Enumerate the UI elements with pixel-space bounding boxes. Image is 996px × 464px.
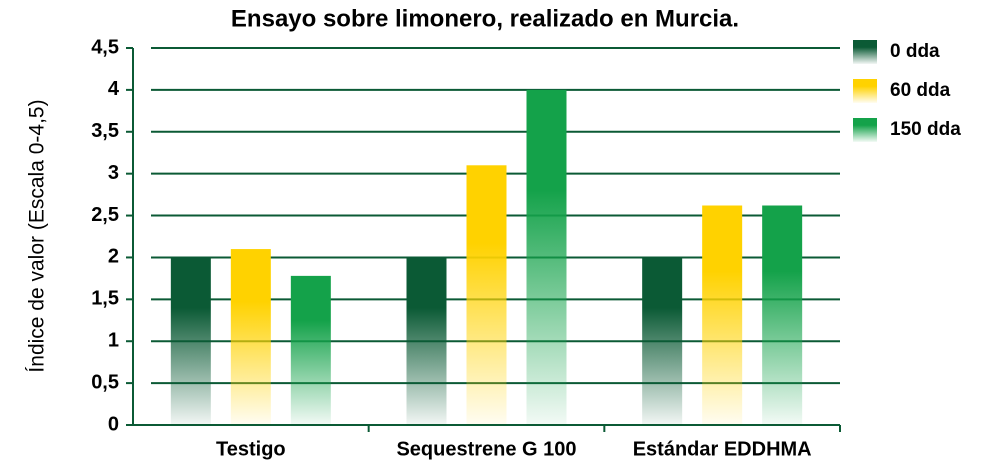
legend-swatch <box>853 118 877 142</box>
legend-label: 0 dda <box>890 41 940 62</box>
y-tick-label: 4,5 <box>91 36 119 58</box>
y-tick-label: 2,5 <box>91 204 119 226</box>
bar <box>466 165 507 426</box>
legend-swatch <box>853 79 877 103</box>
legend-swatch <box>853 40 877 64</box>
bar <box>526 89 567 425</box>
y-tick-label: 3 <box>108 162 119 184</box>
bar <box>170 257 211 425</box>
y-tick-label: 1 <box>108 330 119 352</box>
y-tick-label: 4 <box>108 78 120 100</box>
bar <box>290 275 331 425</box>
bar <box>230 249 271 425</box>
y-tick-label: 0 <box>108 413 119 435</box>
x-tick-label: Sequestrene G 100 <box>396 438 576 460</box>
legend-label: 150 dda <box>890 119 961 140</box>
bar <box>406 257 447 425</box>
y-tick-label: 2 <box>108 246 119 268</box>
y-tick-label: 3,5 <box>91 120 119 142</box>
chart-title: Ensayo sobre limonero, realizado en Murc… <box>231 5 739 32</box>
bar <box>762 205 803 425</box>
x-tick-label: Testigo <box>216 438 286 460</box>
y-axis-label: Índice de valor (Escala 0-4,5) <box>26 99 49 372</box>
y-tick-label: 0,5 <box>91 371 119 393</box>
x-tick-label: Estándar EDDHMA <box>633 438 812 460</box>
legend-label: 60 dda <box>890 80 951 101</box>
bar <box>642 257 683 425</box>
y-tick-label: 1,5 <box>91 288 119 310</box>
bar <box>702 205 743 425</box>
